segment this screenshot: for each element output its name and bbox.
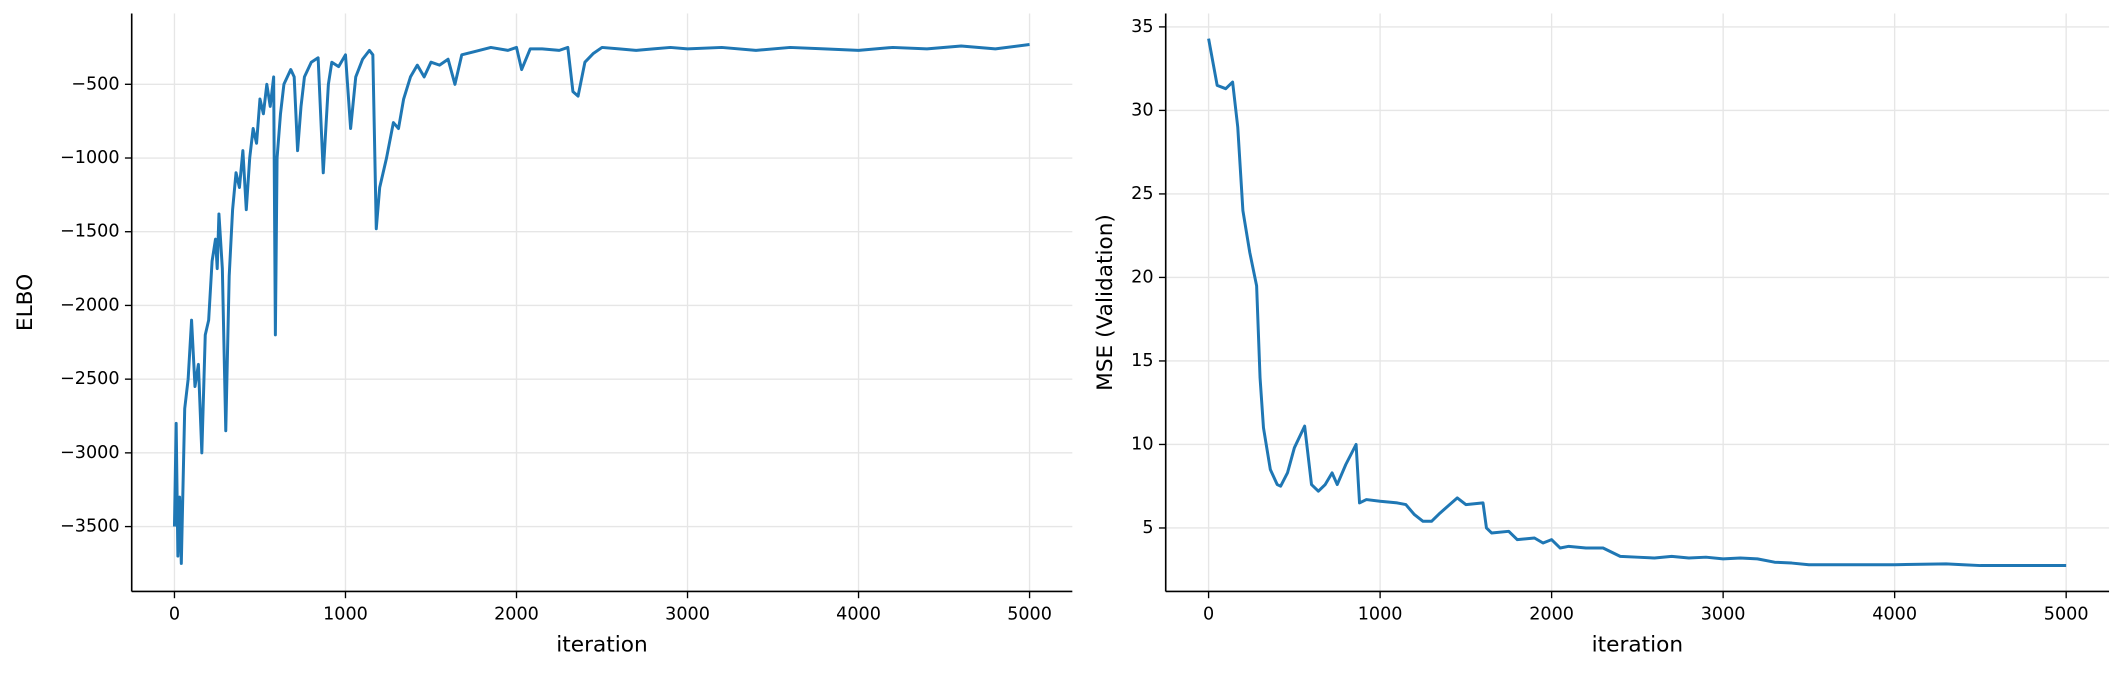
y-tick-label: 5: [1142, 518, 1153, 538]
x-tick-label: 0: [1203, 604, 1214, 624]
y-tick-label: 20: [1131, 267, 1153, 287]
x-tick-label: 3000: [1701, 604, 1746, 624]
y-axis-label: ELBO: [13, 274, 38, 331]
y-tick-label: −1500: [60, 222, 119, 242]
y-tick-label: −1000: [60, 148, 119, 168]
x-tick-label: 4000: [1872, 604, 1917, 624]
x-axis-label: iteration: [556, 633, 647, 658]
y-tick-label: −3500: [60, 517, 119, 537]
y-tick-label: −2000: [60, 295, 119, 315]
x-tick-label: 5000: [1007, 604, 1052, 624]
x-tick-label: 5000: [2044, 604, 2089, 624]
data-line: [1207, 38, 2067, 568]
y-tick-label: 15: [1131, 351, 1153, 371]
x-tick-label: 4000: [836, 604, 881, 624]
y-tick-label: 35: [1131, 17, 1153, 37]
x-axis-label: iteration: [1592, 633, 1683, 658]
x-tick-label: 3000: [665, 604, 710, 624]
y-tick-label: −2500: [60, 369, 119, 389]
y-tick-label: 25: [1131, 184, 1153, 204]
y-tick-label: 10: [1131, 434, 1153, 454]
y-tick-label: 30: [1131, 100, 1153, 120]
y-tick-label: −500: [71, 74, 119, 94]
x-tick-label: 2000: [1529, 604, 1574, 624]
y-tick-label: −3000: [60, 443, 119, 463]
data-line: [172, 43, 1030, 565]
y-axis-label: MSE (Validation): [1093, 214, 1118, 391]
x-tick-label: 1000: [323, 604, 368, 624]
x-tick-label: 0: [169, 604, 180, 624]
x-tick-label: 1000: [1358, 604, 1403, 624]
x-tick-label: 2000: [494, 604, 539, 624]
